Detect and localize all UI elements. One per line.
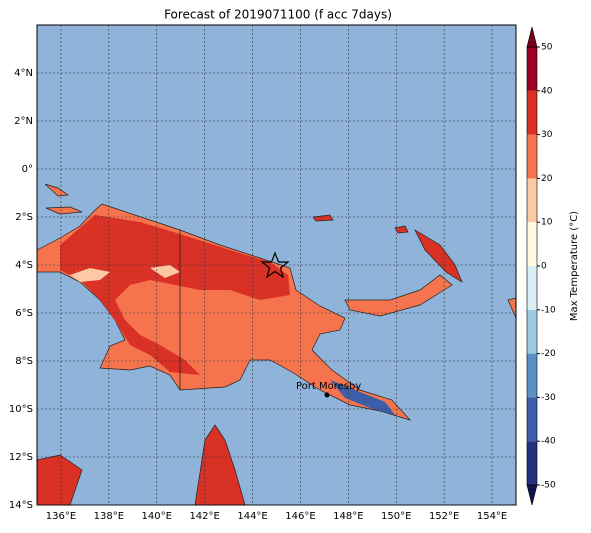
colorbar-tick-label: 30 bbox=[541, 130, 553, 140]
colorbar-tick-label: 20 bbox=[541, 174, 553, 184]
x-tick-label: 138°E bbox=[94, 511, 124, 522]
x-tick-label: 150°E bbox=[381, 511, 411, 522]
colorbar-band bbox=[527, 309, 537, 354]
colorbar-label: Max Temperature (°C) bbox=[569, 211, 580, 321]
colorbar-tick-label: -50 bbox=[541, 481, 556, 491]
y-tick-label: 2°N bbox=[14, 116, 33, 127]
colorbar-tick-label: 40 bbox=[541, 86, 553, 96]
island bbox=[312, 214, 334, 222]
colorbar-band bbox=[527, 441, 537, 485]
colorbar-tick-label: 50 bbox=[541, 43, 553, 53]
star-marker bbox=[260, 251, 290, 279]
land-mild-patch bbox=[70, 268, 110, 282]
x-tick-label: 144°E bbox=[237, 511, 267, 522]
colorbar-tick-label: -40 bbox=[541, 437, 556, 447]
island bbox=[394, 225, 409, 234]
city-label: Port Moresby bbox=[296, 381, 361, 392]
colorbar-tick-label: 0 bbox=[541, 262, 547, 272]
y-tick-label: 0° bbox=[22, 164, 33, 175]
colorbar-tick-label: 10 bbox=[541, 218, 553, 228]
colorbar-band bbox=[527, 178, 537, 223]
land-layer bbox=[37, 183, 516, 505]
x-tick-label: 148°E bbox=[333, 511, 363, 522]
x-tick-label: 140°E bbox=[142, 511, 172, 522]
colorbar-band bbox=[527, 266, 537, 310]
land-southwest bbox=[37, 454, 83, 505]
new-britain bbox=[344, 274, 453, 317]
new-ireland bbox=[414, 229, 463, 283]
x-tick-label: 146°E bbox=[285, 511, 315, 522]
chart-title: Forecast of 2019071100 (f acc 7days) bbox=[164, 8, 392, 22]
colorbar-band bbox=[527, 353, 537, 398]
colorbar-extend-high bbox=[526, 26, 538, 48]
x-tick-label: 136°E bbox=[46, 511, 76, 522]
x-tick-label: 154°E bbox=[477, 511, 507, 522]
colorbar-tick-label: -10 bbox=[541, 305, 556, 315]
land-cool-patch bbox=[330, 380, 395, 415]
colorbar-tick-label: -30 bbox=[541, 393, 556, 403]
city-dot bbox=[324, 392, 330, 398]
land-mild-patch bbox=[150, 265, 180, 278]
y-tick-label: 10°S bbox=[9, 404, 33, 415]
colorbar-band bbox=[527, 90, 537, 135]
colorbar-band bbox=[527, 134, 537, 179]
colorbar-tick-label: -20 bbox=[541, 349, 556, 359]
y-tick-label: 8°S bbox=[15, 356, 33, 367]
land-hot-region bbox=[60, 215, 290, 375]
island bbox=[44, 183, 69, 197]
y-tick-label: 12°S bbox=[9, 452, 33, 463]
colorbar-band bbox=[527, 397, 537, 442]
colorbar-band bbox=[527, 222, 537, 266]
x-tick-label: 152°E bbox=[429, 511, 459, 522]
y-tick-label: 4°N bbox=[14, 68, 33, 79]
colorbar-extend-low bbox=[526, 484, 538, 506]
x-tick-label: 142°E bbox=[189, 511, 219, 522]
y-tick-label: 14°S bbox=[9, 500, 33, 511]
australia bbox=[194, 424, 246, 505]
island bbox=[45, 206, 83, 215]
colorbar-band bbox=[527, 47, 537, 91]
y-tick-label: 4°S bbox=[15, 260, 33, 271]
y-tick-label: 6°S bbox=[15, 308, 33, 319]
y-tick-label: 2°S bbox=[15, 212, 33, 223]
